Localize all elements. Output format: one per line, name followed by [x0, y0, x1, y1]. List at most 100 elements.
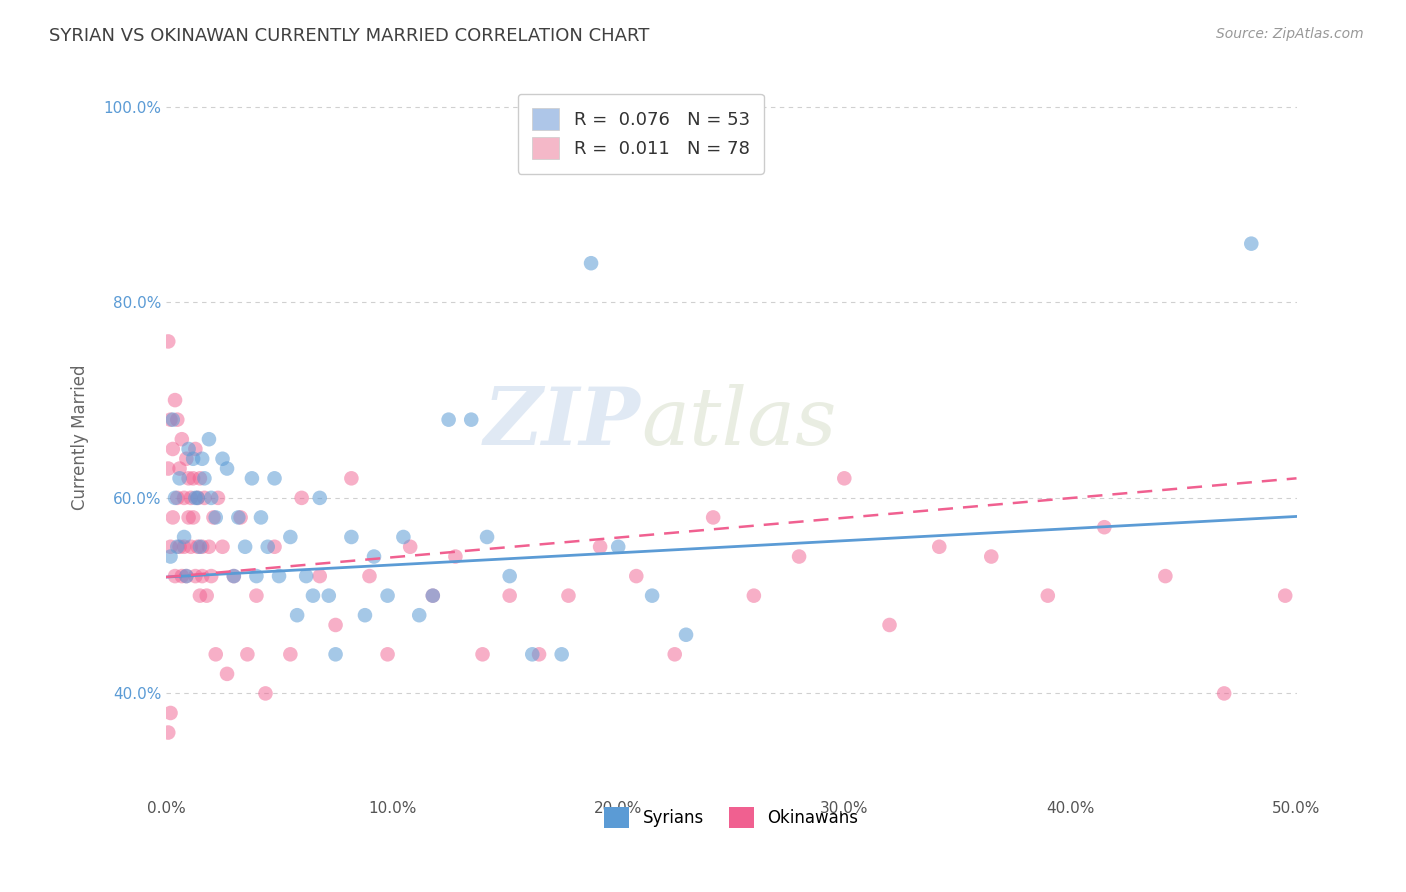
- Point: [159, 706, 181, 720]
- Text: SYRIAN VS OKINAWAN CURRENTLY MARRIED CORRELATION CHART: SYRIAN VS OKINAWAN CURRENTLY MARRIED COR…: [49, 27, 650, 45]
- Point: [187, 540, 209, 554]
- Point: [193, 471, 215, 485]
- Point: [157, 461, 180, 475]
- Point: [437, 412, 460, 426]
- Point: [159, 549, 181, 564]
- Point: [325, 648, 347, 662]
- Legend: Syrians, Okinawans: Syrians, Okinawans: [598, 801, 865, 835]
- Point: [215, 666, 238, 681]
- Point: [176, 451, 198, 466]
- Point: [159, 540, 181, 554]
- Point: [399, 540, 422, 554]
- Point: [169, 540, 191, 554]
- Point: [177, 510, 200, 524]
- Point: [176, 569, 198, 583]
- Point: [176, 569, 198, 583]
- Point: [377, 648, 399, 662]
- Point: [177, 471, 200, 485]
- Point: [162, 442, 184, 456]
- Point: [444, 549, 467, 564]
- Point: [1154, 569, 1177, 583]
- Point: [1092, 520, 1115, 534]
- Point: [285, 608, 308, 623]
- Point: [787, 549, 810, 564]
- Point: [834, 471, 856, 485]
- Point: [240, 471, 263, 485]
- Point: [173, 540, 195, 554]
- Point: [222, 569, 245, 583]
- Point: [589, 540, 612, 554]
- Point: [211, 540, 233, 554]
- Point: [187, 491, 209, 505]
- Point: [408, 608, 430, 623]
- Point: [250, 510, 273, 524]
- Point: [302, 589, 325, 603]
- Point: [422, 589, 444, 603]
- Point: [177, 442, 200, 456]
- Point: [363, 549, 385, 564]
- Point: [166, 540, 188, 554]
- Point: [173, 491, 195, 505]
- Point: [607, 540, 630, 554]
- Point: [245, 569, 267, 583]
- Point: [263, 540, 285, 554]
- Text: ZIP: ZIP: [484, 384, 641, 461]
- Point: [187, 491, 209, 505]
- Point: [557, 589, 579, 603]
- Point: [308, 569, 330, 583]
- Y-axis label: Currently Married: Currently Married: [72, 364, 89, 509]
- Point: [184, 491, 207, 505]
- Point: [193, 491, 215, 505]
- Point: [267, 569, 290, 583]
- Point: [295, 569, 318, 583]
- Point: [325, 618, 347, 632]
- Point: [742, 589, 765, 603]
- Point: [215, 461, 238, 475]
- Point: [471, 648, 494, 662]
- Point: [170, 432, 193, 446]
- Point: [1274, 589, 1296, 603]
- Point: [263, 471, 285, 485]
- Point: [626, 569, 648, 583]
- Point: [1213, 686, 1236, 700]
- Point: [181, 471, 204, 485]
- Point: [163, 491, 186, 505]
- Point: [188, 589, 211, 603]
- Point: [318, 589, 340, 603]
- Point: [579, 256, 602, 270]
- Point: [200, 569, 222, 583]
- Point: [180, 491, 202, 505]
- Point: [233, 540, 256, 554]
- Point: [245, 589, 267, 603]
- Point: [162, 510, 184, 524]
- Point: [191, 569, 214, 583]
- Point: [280, 648, 302, 662]
- Point: [198, 540, 221, 554]
- Point: [204, 510, 226, 524]
- Point: [198, 432, 221, 446]
- Point: [498, 589, 520, 603]
- Point: [173, 530, 195, 544]
- Point: [422, 589, 444, 603]
- Point: [211, 451, 233, 466]
- Point: [180, 540, 202, 554]
- Point: [222, 569, 245, 583]
- Point: [170, 569, 193, 583]
- Point: [191, 540, 214, 554]
- Point: [184, 569, 207, 583]
- Point: [550, 648, 572, 662]
- Point: [460, 412, 482, 426]
- Text: Source: ZipAtlas.com: Source: ZipAtlas.com: [1216, 27, 1364, 41]
- Point: [254, 686, 277, 700]
- Point: [159, 412, 181, 426]
- Point: [169, 471, 191, 485]
- Point: [188, 540, 211, 554]
- Point: [675, 628, 697, 642]
- Point: [641, 589, 664, 603]
- Point: [664, 648, 686, 662]
- Point: [200, 491, 222, 505]
- Text: atlas: atlas: [641, 384, 837, 461]
- Point: [527, 648, 550, 662]
- Point: [340, 530, 363, 544]
- Point: [166, 491, 188, 505]
